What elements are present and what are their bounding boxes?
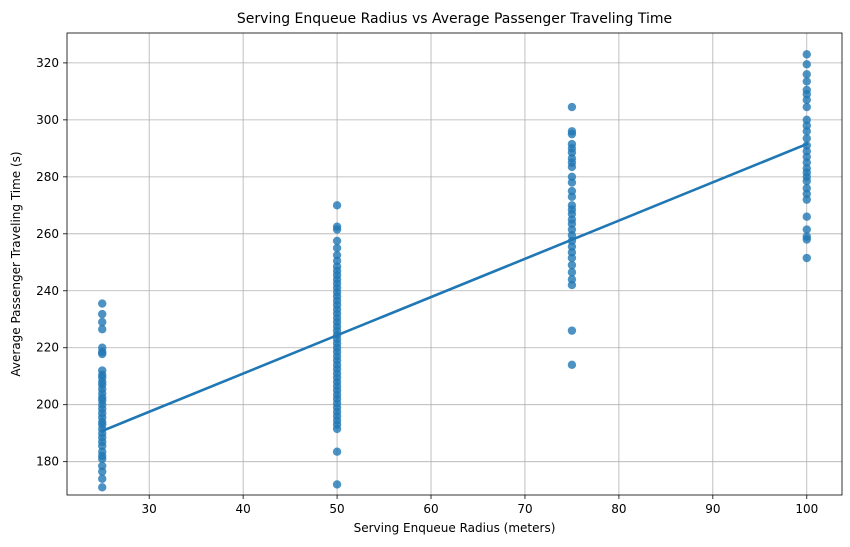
data-point bbox=[802, 102, 811, 112]
data-point bbox=[567, 260, 577, 270]
data-point bbox=[567, 129, 577, 139]
y-tick-label: 260 bbox=[36, 227, 59, 241]
data-point bbox=[802, 50, 811, 59]
data-point bbox=[802, 60, 811, 69]
data-point bbox=[802, 195, 811, 204]
data-point bbox=[567, 162, 577, 172]
data-point bbox=[802, 225, 811, 234]
data-point bbox=[332, 201, 342, 210]
x-tick-label: 30 bbox=[142, 502, 157, 516]
x-axis-ticks: 30 40 50 60 70 80 90 100 bbox=[142, 495, 818, 516]
data-point bbox=[98, 467, 107, 476]
x-tick-label: 80 bbox=[611, 502, 626, 516]
y-tick-label: 320 bbox=[36, 56, 59, 70]
data-point bbox=[802, 95, 811, 105]
data-point bbox=[98, 325, 107, 334]
data-point bbox=[567, 253, 577, 263]
data-point bbox=[332, 480, 342, 489]
x-tick-label: 90 bbox=[705, 502, 720, 516]
data-point bbox=[98, 454, 107, 464]
y-tick-label: 200 bbox=[36, 398, 59, 412]
data-point bbox=[332, 447, 342, 456]
x-tick-label: 50 bbox=[329, 502, 344, 516]
regression-line bbox=[100, 142, 809, 433]
y-tick-label: 180 bbox=[36, 455, 59, 469]
data-point bbox=[98, 483, 107, 492]
data-point bbox=[332, 225, 342, 234]
x-tick-label: 40 bbox=[235, 502, 250, 516]
data-point bbox=[332, 236, 342, 246]
data-point bbox=[567, 360, 577, 370]
data-point bbox=[567, 326, 577, 335]
x-axis-label: Serving Enqueue Radius (meters) bbox=[354, 521, 556, 535]
data-point bbox=[98, 474, 107, 483]
regression-line-group bbox=[100, 142, 809, 433]
y-axis-ticks: 180 200 220 240 260 280 300 320 bbox=[36, 56, 67, 469]
data-point bbox=[802, 127, 811, 136]
data-point bbox=[98, 317, 107, 327]
data-point bbox=[802, 134, 811, 143]
chart-title: Serving Enqueue Radius vs Average Passen… bbox=[237, 11, 672, 27]
data-point bbox=[567, 268, 577, 277]
data-point bbox=[802, 70, 811, 79]
y-tick-label: 240 bbox=[36, 284, 59, 298]
data-point bbox=[802, 235, 811, 244]
y-tick-label: 280 bbox=[36, 170, 59, 184]
y-axis-label: Average Passenger Traveling Time (s) bbox=[9, 151, 23, 376]
data-point bbox=[802, 176, 811, 186]
x-tick-label: 70 bbox=[517, 502, 532, 516]
data-point bbox=[98, 349, 107, 359]
data-point bbox=[567, 192, 577, 201]
data-point bbox=[567, 280, 577, 290]
data-point bbox=[332, 424, 342, 434]
y-tick-label: 300 bbox=[36, 113, 59, 127]
data-point bbox=[567, 178, 577, 187]
data-point bbox=[802, 212, 811, 221]
data-point bbox=[98, 309, 107, 319]
data-point bbox=[802, 77, 811, 86]
y-tick-label: 220 bbox=[36, 341, 59, 355]
data-point bbox=[332, 243, 342, 253]
data-point bbox=[98, 299, 107, 308]
plot-frame bbox=[66, 32, 843, 496]
x-tick-label: 60 bbox=[423, 502, 438, 516]
grid bbox=[67, 33, 842, 495]
data-point bbox=[567, 102, 577, 112]
data-point bbox=[802, 253, 811, 263]
data-points bbox=[98, 50, 811, 492]
x-tick-label: 100 bbox=[795, 502, 818, 516]
